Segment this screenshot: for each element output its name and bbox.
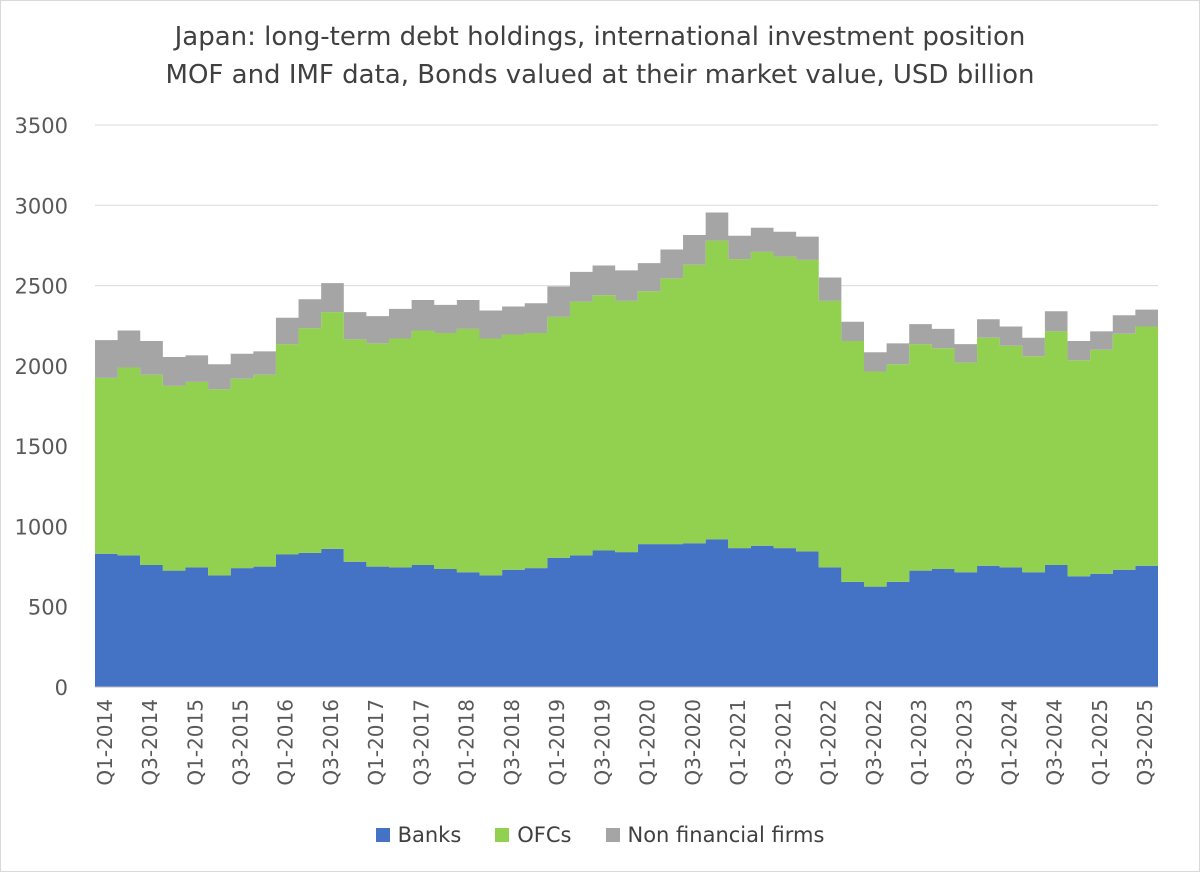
legend-swatch-banks (375, 828, 390, 842)
area-series-banks (95, 539, 1158, 687)
x-tick-label: Q3-2020 (681, 699, 705, 786)
y-tick-label: 2000 (15, 355, 68, 379)
x-tick-label: Q1-2014 (93, 699, 117, 786)
x-tick-label: Q1-2016 (274, 699, 298, 786)
x-tick-label: Q3-2018 (500, 699, 524, 786)
x-tick-label: Q1-2015 (183, 699, 207, 786)
legend-swatch-ofcs (495, 828, 510, 842)
y-tick-label: 2500 (15, 275, 68, 299)
x-tick-label: Q3-2025 (1133, 699, 1157, 786)
x-tick-label: Q3-2019 (590, 699, 614, 786)
axes: 0 500 1000 1500 2000 2500 3000 3500 Q1-2014 Q3-20… (15, 114, 1158, 786)
x-tick-label: Q1-2025 (1088, 699, 1112, 786)
x-tick-label: Q1-2020 (636, 699, 660, 786)
legend-item-non-financial-firms: Non financial firms (605, 823, 825, 847)
y-tick-label: 0 (55, 676, 68, 700)
x-tick-label: Q3-2023 (952, 699, 976, 786)
x-tick-label: Q3-2016 (319, 699, 343, 786)
legend-label-banks: Banks (397, 823, 462, 847)
x-tick-label: Q1-2018 (455, 699, 479, 786)
chart-title: Japan: long-term debt holdings, internat… (174, 22, 1026, 52)
x-tick-label: Q3-2021 (771, 699, 795, 786)
y-tick-label: 1000 (15, 515, 68, 539)
x-tick-label: Q3-2014 (138, 699, 162, 786)
legend-label-ofcs: OFCs (517, 823, 572, 847)
x-tick-label: Q1-2024 (997, 699, 1021, 786)
legend-item-banks: Banks (375, 823, 462, 847)
legend-label-non-financial-firms: Non financial firms (627, 823, 825, 847)
area-series-ofcs (95, 240, 1158, 587)
y-tick-label: 1500 (15, 435, 68, 459)
y-tick-label: 500 (28, 596, 68, 620)
area-series-non-financial-firms (95, 212, 1158, 390)
x-tick-label: Q3-2017 (409, 699, 433, 786)
x-tick-label: Q3-2022 (862, 699, 886, 786)
x-tick-label: Q1-2022 (817, 699, 841, 786)
x-tick-label: Q1-2017 (364, 699, 388, 786)
legend-item-ofcs: OFCs (495, 823, 572, 847)
x-tick-label: Q1-2023 (907, 699, 931, 786)
x-tick-label: Q1-2019 (545, 699, 569, 786)
legend-swatch-non-financial-firms (605, 828, 620, 842)
x-tick-label: Q3-2015 (229, 699, 253, 786)
x-tick-label: Q3-2024 (1043, 699, 1067, 786)
legend: Banks OFCs Non financial firms (0, 823, 1200, 847)
plot-areas (95, 212, 1158, 687)
x-tick-label: Q1-2021 (726, 699, 750, 786)
chart-subtitle: MOF and IMF data, Bonds valued at their … (165, 60, 1035, 90)
y-tick-label: 3000 (15, 194, 68, 218)
y-tick-label: 3500 (15, 114, 68, 138)
